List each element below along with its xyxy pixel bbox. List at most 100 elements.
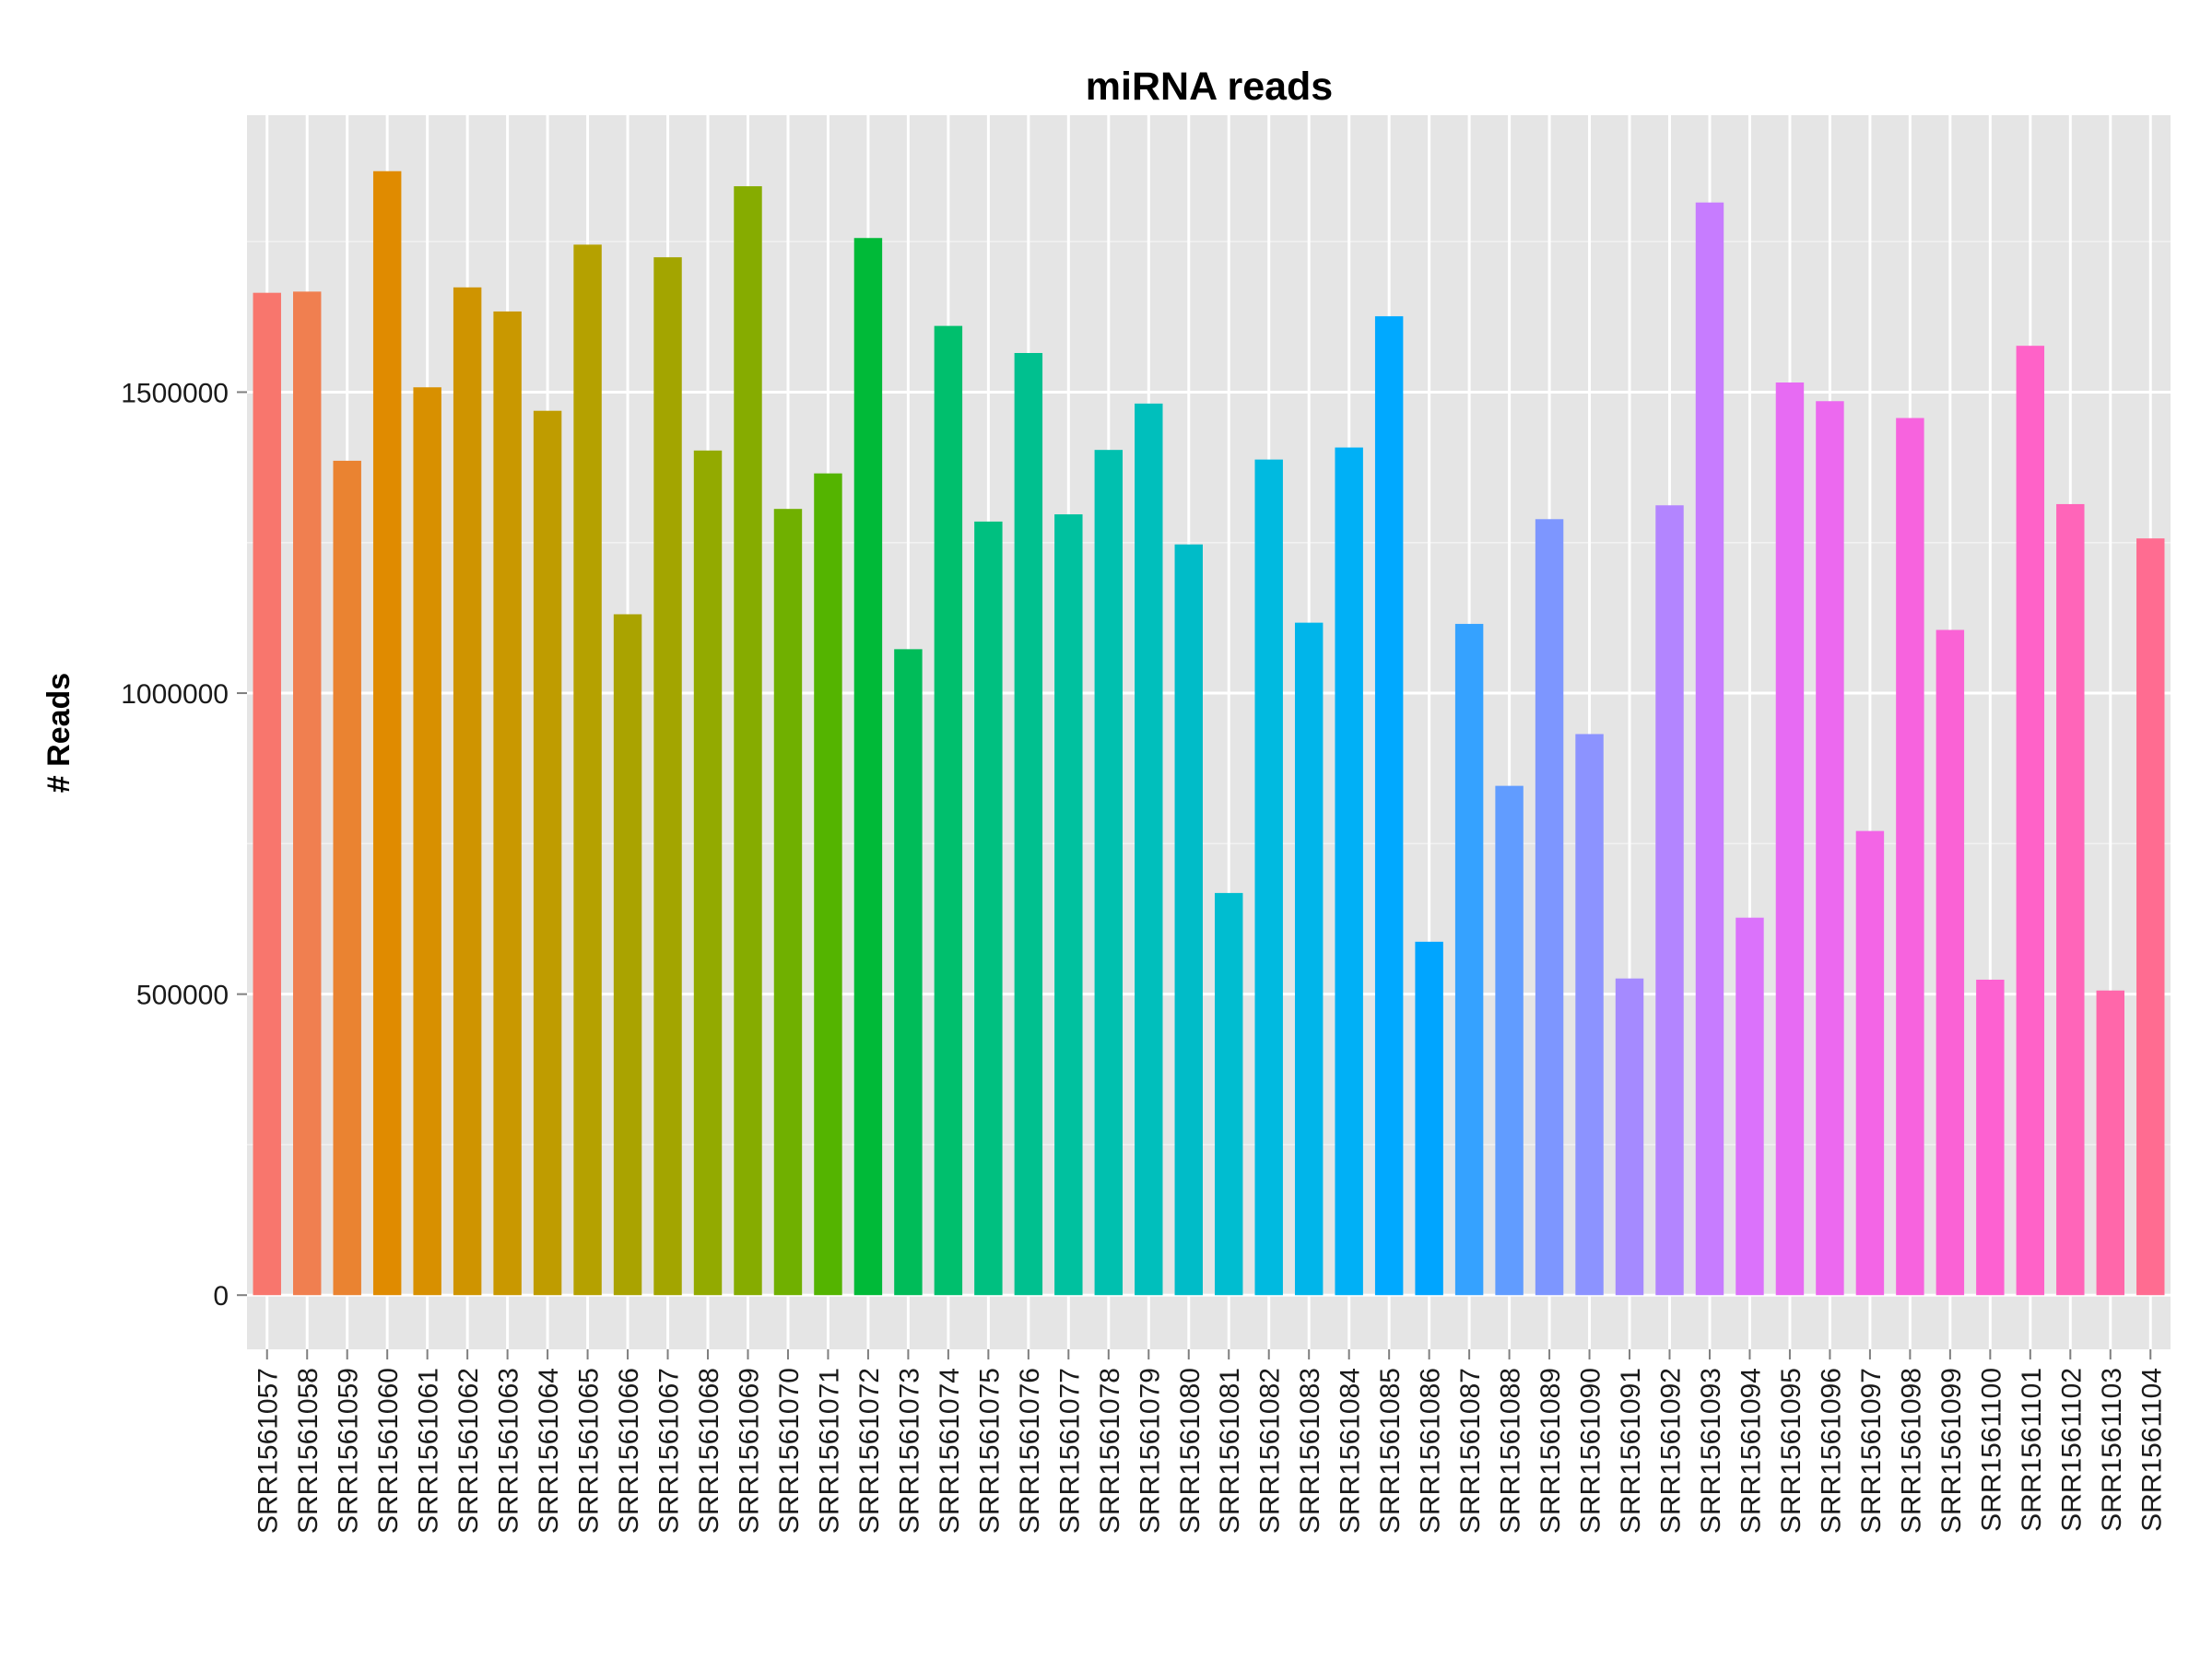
plot-panel: [247, 115, 2171, 1349]
x-tick-label: SRR1561104: [2136, 1368, 2167, 1532]
x-tick-label: SRR1561102: [2056, 1368, 2087, 1532]
bar-SRR1561073: [894, 649, 923, 1296]
x-tick-label: SRR1561098: [1896, 1368, 1926, 1534]
x-tick-label: SRR1561064: [534, 1368, 564, 1534]
bar-SRR1561057: [253, 292, 281, 1296]
bar-SRR1561093: [1695, 202, 1724, 1296]
bar-SRR1561065: [573, 244, 602, 1296]
bar-SRR1561095: [1775, 382, 1805, 1296]
x-tick-label: SRR1561096: [1816, 1368, 1846, 1534]
bar-SRR1561103: [2096, 990, 2124, 1296]
bar-SRR1561097: [1855, 830, 1885, 1296]
bar-SRR1561060: [372, 171, 402, 1296]
x-tick-label: SRR1561091: [1616, 1368, 1646, 1534]
bar-SRR1561083: [1294, 622, 1324, 1296]
x-tick-label: SRR1561082: [1255, 1368, 1286, 1534]
bar-SRR1561059: [333, 460, 361, 1296]
bar-SRR1561090: [1575, 734, 1604, 1296]
x-tick-label: SRR1561075: [974, 1368, 1005, 1534]
chart-title: miRNA reads: [1086, 65, 1333, 109]
bar-SRR1561091: [1615, 978, 1644, 1296]
bar-SRR1561079: [1135, 403, 1163, 1296]
bar-SRR1561084: [1335, 447, 1363, 1296]
bar-SRR1561080: [1174, 544, 1203, 1296]
x-tick-label: SRR1561077: [1054, 1368, 1085, 1534]
bar-SRR1561082: [1254, 459, 1283, 1296]
x-tick-label: SRR1561066: [614, 1368, 644, 1534]
bar-SRR1561078: [1094, 450, 1124, 1296]
y-tick-label: 500000: [136, 981, 229, 1011]
x-tick-label: SRR1561100: [1976, 1368, 2006, 1532]
x-tick-label: SRR1561095: [1776, 1368, 1806, 1534]
x-tick-label: SRR1561057: [253, 1368, 284, 1534]
bar-SRR1561092: [1655, 505, 1684, 1296]
x-tick-label: SRR1561079: [1135, 1368, 1165, 1534]
x-tick-label: SRR1561088: [1496, 1368, 1526, 1534]
x-tick-label: SRR1561103: [2097, 1368, 2127, 1532]
x-tick-label: SRR1561070: [774, 1368, 805, 1534]
x-tick-label: SRR1561080: [1175, 1368, 1206, 1534]
bar-SRR1561064: [533, 410, 562, 1296]
bar-SRR1561102: [2056, 503, 2085, 1296]
bar-SRR1561067: [653, 257, 682, 1296]
bar-SRR1561077: [1054, 514, 1083, 1296]
x-tick-label: SRR1561058: [293, 1368, 324, 1534]
x-tick-label: SRR1561084: [1335, 1368, 1366, 1534]
x-tick-label: SRR1561092: [1656, 1368, 1687, 1534]
y-tick-label: 0: [213, 1281, 229, 1312]
bar-SRR1561101: [2016, 346, 2045, 1296]
bar-SRR1561088: [1495, 785, 1524, 1296]
x-tick-label: SRR1561097: [1856, 1368, 1887, 1534]
bar-SRR1561072: [853, 238, 883, 1296]
x-tick-label: SRR1561081: [1215, 1368, 1245, 1534]
x-tick-label: SRR1561086: [1416, 1368, 1446, 1534]
x-tick-label: SRR1561083: [1295, 1368, 1325, 1534]
bar-SRR1561061: [413, 387, 441, 1296]
y-tick-label: 1000000: [121, 679, 229, 710]
bar-SRR1561081: [1215, 892, 1243, 1296]
x-tick-label: SRR1561085: [1375, 1368, 1406, 1534]
bar-SRR1561074: [934, 325, 963, 1296]
x-tick-label: SRR1561093: [1696, 1368, 1726, 1534]
x-tick-label: SRR1561063: [494, 1368, 524, 1534]
bar-SRR1561076: [1014, 353, 1043, 1296]
bar-SRR1561100: [1976, 979, 2005, 1296]
x-tick-label: SRR1561059: [334, 1368, 364, 1534]
y-axis-label: # Reads: [41, 673, 76, 793]
x-tick-label: SRR1561099: [1936, 1368, 1967, 1534]
x-tick-label: SRR1561060: [373, 1368, 404, 1534]
y-axis: 0 500000 1000000 1500000: [121, 378, 247, 1312]
bars-group: [253, 171, 2165, 1296]
x-tick-label: SRR1561072: [854, 1368, 885, 1534]
x-tick-label: SRR1561087: [1455, 1368, 1486, 1534]
x-tick-label: SRR1561062: [453, 1368, 484, 1534]
x-tick-label: SRR1561074: [935, 1368, 965, 1534]
bar-SRR1561070: [773, 509, 803, 1296]
x-tick-label: SRR1561067: [654, 1368, 685, 1534]
x-tick-label: SRR1561076: [1015, 1368, 1045, 1534]
bar-SRR1561062: [453, 287, 482, 1296]
x-tick-label: SRR1561071: [814, 1368, 844, 1534]
minor-gridlines: [247, 241, 2171, 1146]
x-tick-label: SRR1561069: [734, 1368, 764, 1534]
bar-SRR1561098: [1896, 418, 1924, 1296]
x-tick-label: SRR1561078: [1095, 1368, 1125, 1534]
bar-SRR1561099: [1936, 629, 1965, 1296]
bar-SRR1561087: [1454, 623, 1484, 1296]
bar-SRR1561058: [293, 291, 322, 1296]
x-tick-label: SRR1561090: [1576, 1368, 1606, 1534]
bar-SRR1561089: [1535, 519, 1564, 1296]
x-tick-label: SRR1561068: [694, 1368, 724, 1534]
bar-SRR1561063: [493, 311, 522, 1296]
x-tick-label: SRR1561101: [2017, 1368, 2047, 1532]
bar-SRR1561066: [613, 614, 642, 1296]
bar-SRR1561068: [693, 450, 723, 1296]
y-tick-label: 1500000: [121, 378, 229, 408]
x-tick-label: SRR1561094: [1735, 1368, 1766, 1534]
bar-SRR1561086: [1415, 941, 1443, 1296]
x-tick-label: SRR1561061: [414, 1368, 444, 1534]
bar-SRR1561085: [1374, 316, 1404, 1296]
bar-SRR1561075: [974, 521, 1003, 1296]
x-axis: SRR1561057 SRR1561058 SRR1561059 SRR1561060…: [253, 1349, 2167, 1534]
